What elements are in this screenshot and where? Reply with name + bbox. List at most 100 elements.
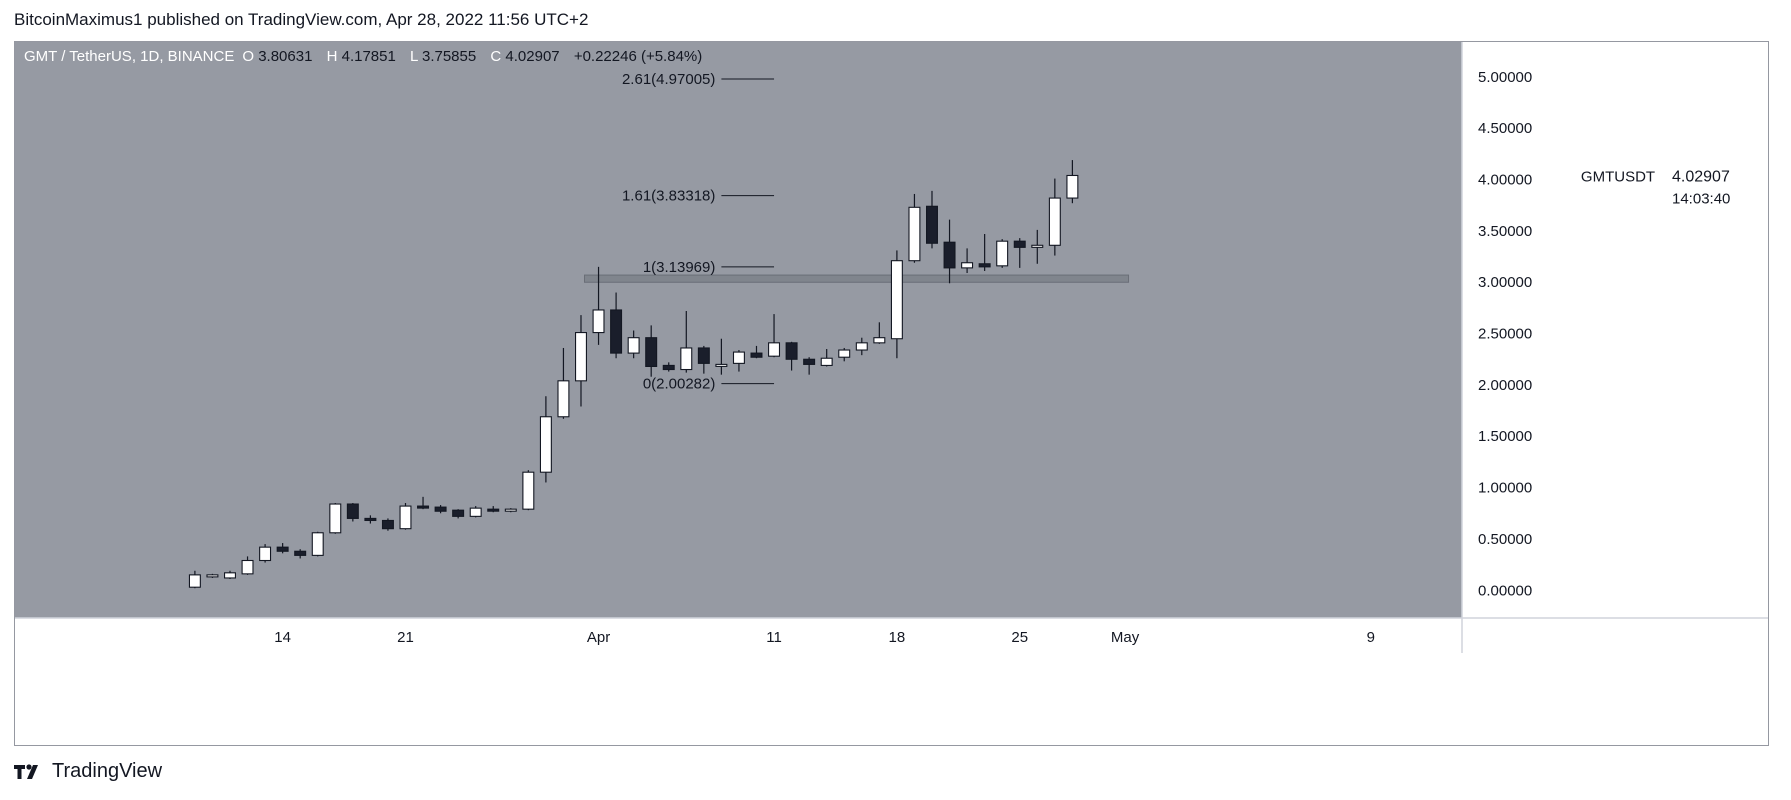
candle-down[interactable]: [610, 292, 623, 359]
candle-body: [996, 240, 1009, 267]
price-tick-label: 0.00000: [1478, 582, 1532, 599]
candle-up[interactable]: [680, 311, 693, 373]
candle-body: [487, 508, 500, 512]
candle-body: [557, 380, 570, 418]
price-tick-label: 5.00000: [1478, 69, 1532, 86]
candle-up[interactable]: [1066, 160, 1079, 204]
candle-up[interactable]: [223, 570, 236, 579]
candle-down[interactable]: [662, 362, 675, 372]
fib-level-label: 1(3.13969): [643, 259, 716, 276]
candle-up[interactable]: [504, 508, 517, 513]
candle-up[interactable]: [1048, 178, 1061, 256]
candle-up[interactable]: [539, 396, 552, 483]
price-tick-label: 3.50000: [1478, 223, 1532, 240]
ohlc-readout: O 3.80631 H 4.17851 L 3.75855 C 4.02907 …: [242, 48, 702, 65]
candle-body: [504, 508, 517, 512]
candle-down[interactable]: [943, 219, 956, 284]
candle-down[interactable]: [417, 496, 430, 510]
candle-up[interactable]: [890, 250, 903, 359]
footer-brand[interactable]: TradingView: [14, 760, 162, 783]
candle-body: [311, 532, 324, 556]
footer-brand-label: TradingView: [52, 760, 163, 782]
candle-up[interactable]: [768, 314, 781, 358]
candle-up[interactable]: [329, 503, 342, 534]
candle-down[interactable]: [785, 341, 798, 371]
candle-up[interactable]: [399, 503, 412, 530]
candle-down[interactable]: [697, 345, 710, 374]
candle-up[interactable]: [206, 573, 219, 578]
low-label: L: [410, 48, 418, 65]
candle-body: [241, 559, 254, 575]
candle-down[interactable]: [381, 518, 394, 531]
candle-up[interactable]: [188, 570, 201, 589]
close-value: 4.02907: [505, 48, 559, 65]
price-tick-label: 0.50000: [1478, 531, 1532, 548]
candle-body: [662, 364, 675, 371]
candle-body: [768, 342, 781, 357]
candle-up[interactable]: [522, 470, 535, 511]
symbol-badge: [1573, 163, 1663, 188]
plot-area[interactable]: [15, 42, 1462, 618]
candle-down[interactable]: [487, 506, 500, 513]
candle-body: [961, 262, 974, 269]
candle-down[interactable]: [978, 234, 991, 271]
candle-down[interactable]: [645, 325, 658, 377]
candle-down[interactable]: [925, 190, 938, 249]
candle-down[interactable]: [803, 357, 816, 375]
candle-up[interactable]: [855, 337, 868, 356]
candle-body: [294, 550, 307, 556]
candle-up[interactable]: [627, 330, 640, 359]
candle-body: [1013, 240, 1026, 248]
candle-body: [908, 206, 921, 262]
currency-button[interactable]: [1699, 50, 1747, 76]
candle-up[interactable]: [259, 544, 272, 563]
candle-down[interactable]: [276, 543, 289, 554]
candle-up[interactable]: [820, 348, 833, 367]
candle-up[interactable]: [574, 315, 587, 407]
candle-down[interactable]: [346, 503, 359, 522]
time-tick-label: 18: [889, 629, 906, 646]
candle-down[interactable]: [750, 345, 763, 359]
candle-down[interactable]: [452, 509, 465, 519]
candle-up[interactable]: [996, 239, 1009, 268]
candle-body: [838, 349, 851, 358]
candle-up[interactable]: [557, 347, 570, 419]
low-value: 3.75855: [422, 48, 476, 65]
open-value: 3.80631: [258, 48, 312, 65]
candle-up[interactable]: [961, 248, 974, 274]
candle-body: [925, 205, 938, 244]
candle-down[interactable]: [434, 505, 447, 514]
candle-body: [750, 352, 763, 358]
price-tick-label: 4.00000: [1478, 172, 1532, 189]
time-tick-label: Apr: [587, 629, 610, 646]
candle-up[interactable]: [592, 266, 605, 345]
time-tick-label: 25: [1011, 629, 1028, 646]
high-value: 4.17851: [342, 48, 396, 65]
candle-up[interactable]: [873, 322, 886, 344]
candle-up[interactable]: [1031, 229, 1044, 264]
candle-down[interactable]: [1013, 238, 1026, 268]
candle-body: [873, 337, 886, 344]
candle-up[interactable]: [469, 506, 482, 518]
symbol-badge-label: GMTUSDT: [1581, 169, 1655, 186]
fib-level-label: 1.61(3.83318): [622, 188, 715, 205]
candle-body: [346, 503, 359, 519]
candle-body: [732, 351, 745, 364]
candle-up[interactable]: [732, 350, 745, 372]
candle-body: [697, 347, 710, 364]
candle-down[interactable]: [294, 549, 307, 559]
candle-up[interactable]: [838, 347, 851, 362]
candle-up[interactable]: [311, 531, 324, 557]
candle-body: [206, 574, 219, 578]
candle-up[interactable]: [715, 338, 728, 375]
price-tick-label: 3.00000: [1478, 274, 1532, 291]
candle-down[interactable]: [364, 515, 377, 524]
candle-body: [803, 358, 816, 365]
candle-body: [469, 507, 482, 517]
candle-body: [434, 506, 447, 512]
candle-up[interactable]: [241, 556, 254, 575]
candle-up[interactable]: [908, 193, 921, 263]
price-tick-label: 1.50000: [1478, 428, 1532, 445]
support-zone-rectangle[interactable]: [583, 274, 1130, 283]
